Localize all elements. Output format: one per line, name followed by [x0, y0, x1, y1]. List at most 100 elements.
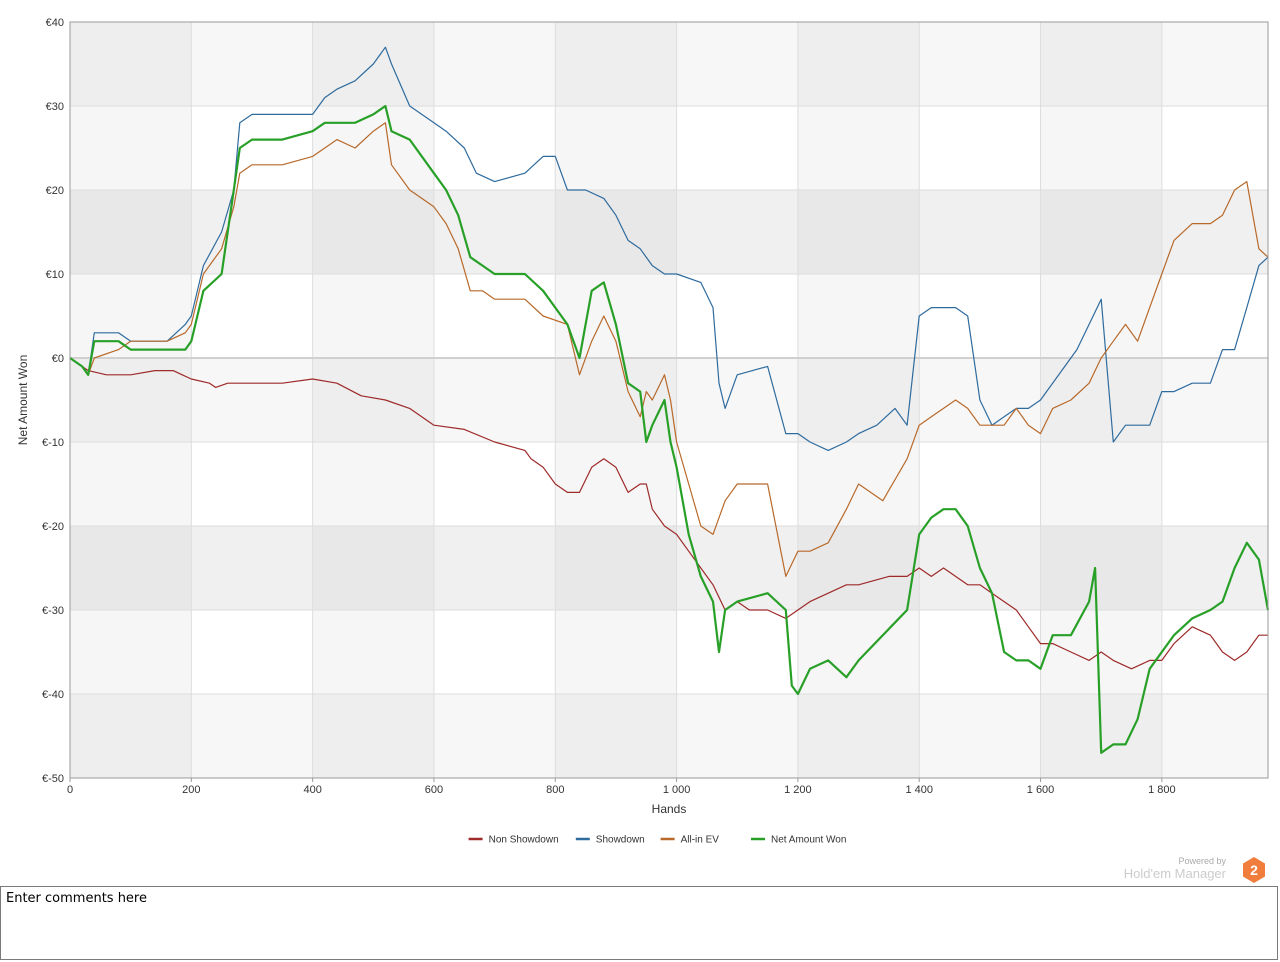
y-axis-ticks: €40 €30 €20 €10 €0 €-10 €-20 €-30 €-40 €-50 [42, 17, 64, 785]
band-cell [555, 526, 677, 610]
y-tick-label: €-20 [42, 521, 64, 533]
band-cell [676, 358, 798, 442]
band-cell [919, 190, 1041, 274]
band-cell [1040, 358, 1162, 442]
band-cell [70, 190, 192, 274]
plot-frame [69, 21, 1269, 779]
x-tick-label: 0 [67, 784, 73, 796]
band-cell [555, 190, 677, 274]
band-cell [919, 694, 1041, 778]
band-cell [312, 358, 434, 442]
band-cell [555, 694, 677, 778]
band-cell [555, 442, 677, 526]
band-cell [676, 22, 798, 106]
band-cell [191, 694, 313, 778]
band-cell [70, 526, 192, 610]
band-cell [1040, 106, 1162, 190]
band-cell [191, 190, 313, 274]
band-cell [797, 22, 920, 106]
band-cell [1161, 694, 1268, 778]
y-tick-label: €-40 [42, 689, 64, 701]
band-cell [676, 190, 798, 274]
band-cell [70, 274, 192, 358]
band-cell [191, 526, 313, 610]
y-tick-label: €10 [46, 269, 64, 281]
legend-item[interactable]: Net Amount Won [751, 835, 846, 846]
y-tick-label: €40 [46, 17, 64, 29]
legend-item[interactable]: Non Showdown [468, 835, 559, 846]
band-cell [433, 694, 556, 778]
band-cell [312, 274, 434, 358]
series-line-net-won[interactable] [69, 104, 1270, 754]
y-tick-label: €-30 [42, 605, 64, 617]
band-cell [676, 694, 798, 778]
band-cell [70, 442, 192, 526]
y-tick-label: €0 [52, 353, 64, 365]
band-cell [797, 694, 920, 778]
x-axis-ticks: 0 200 400 600 800 1 000 1 200 1 400 1 600 1 800 [67, 778, 1176, 796]
band-cell [555, 610, 677, 694]
band-cell [312, 526, 434, 610]
band-cell [1040, 22, 1162, 106]
band-cell [555, 274, 677, 358]
y-tick-label: €20 [46, 185, 64, 197]
x-tick-label: 1 600 [1027, 784, 1055, 796]
band-cell [1040, 274, 1162, 358]
band-cell [676, 526, 798, 610]
powered-by-label: Powered by [1178, 856, 1226, 866]
hem2-logo-icon: 2 [1243, 857, 1265, 883]
band-cell [797, 358, 920, 442]
x-tick-label: 600 [425, 784, 443, 796]
powered-by-branding[interactable]: Powered by Hold'em Manager 2 [1123, 854, 1266, 884]
band-cell [70, 694, 192, 778]
net-won-chart: €40 €30 €20 €10 €0 €-10 €-20 €-30 €-40 €-50 0 200 4… [16, 17, 1270, 846]
band-cell [797, 526, 920, 610]
legend-label: Showdown [596, 835, 645, 846]
comments-box[interactable]: Enter comments here [0, 886, 1278, 960]
plot-background [70, 22, 1268, 778]
band-cell [433, 526, 556, 610]
y-tick-label: €-50 [42, 773, 64, 785]
product-name: Hold'em Manager [1123, 866, 1226, 881]
band-cell [1040, 190, 1162, 274]
x-tick-label: 1 000 [663, 784, 691, 796]
band-cell [1161, 22, 1268, 106]
x-tick-label: 400 [303, 784, 321, 796]
x-tick-label: 1 800 [1148, 784, 1176, 796]
band-cell [70, 106, 192, 190]
band-cell [312, 190, 434, 274]
band-cell [312, 610, 434, 694]
x-tick-label: 1 200 [784, 784, 812, 796]
band-cell [555, 22, 677, 106]
logo-number: 2 [1250, 862, 1258, 878]
band-cell [433, 22, 556, 106]
band-cell [433, 358, 556, 442]
band-cell [1040, 526, 1162, 610]
band-cell [555, 358, 677, 442]
legend-item[interactable]: Showdown [575, 835, 645, 846]
band-cell [70, 610, 192, 694]
band-cell [191, 358, 313, 442]
band-cell [797, 190, 920, 274]
legend: Non Showdown Showdown All-in EV Net Amount … [468, 835, 846, 846]
band-cell [797, 610, 920, 694]
series-line-allin-ev[interactable] [69, 122, 1269, 578]
band-cell [797, 106, 920, 190]
band-cell [555, 106, 677, 190]
legend-label: Net Amount Won [771, 835, 846, 846]
band-cell [1161, 190, 1268, 274]
legend-label: Non Showdown [489, 835, 559, 846]
x-axis-title: Hands [652, 802, 687, 816]
y-axis-title: Net Amount Won [16, 355, 30, 446]
series-line-showdown[interactable] [69, 46, 1269, 451]
band-cell [433, 190, 556, 274]
legend-label: All-in EV [681, 835, 720, 846]
x-tick-label: 800 [546, 784, 564, 796]
band-cell [312, 442, 434, 526]
band-cell [70, 22, 192, 106]
legend-item[interactable]: All-in EV [660, 835, 720, 846]
band-cell [312, 106, 434, 190]
band-cell [1161, 526, 1268, 610]
series-line-non-showdown[interactable] [69, 357, 1268, 670]
x-tick-label: 200 [182, 784, 200, 796]
